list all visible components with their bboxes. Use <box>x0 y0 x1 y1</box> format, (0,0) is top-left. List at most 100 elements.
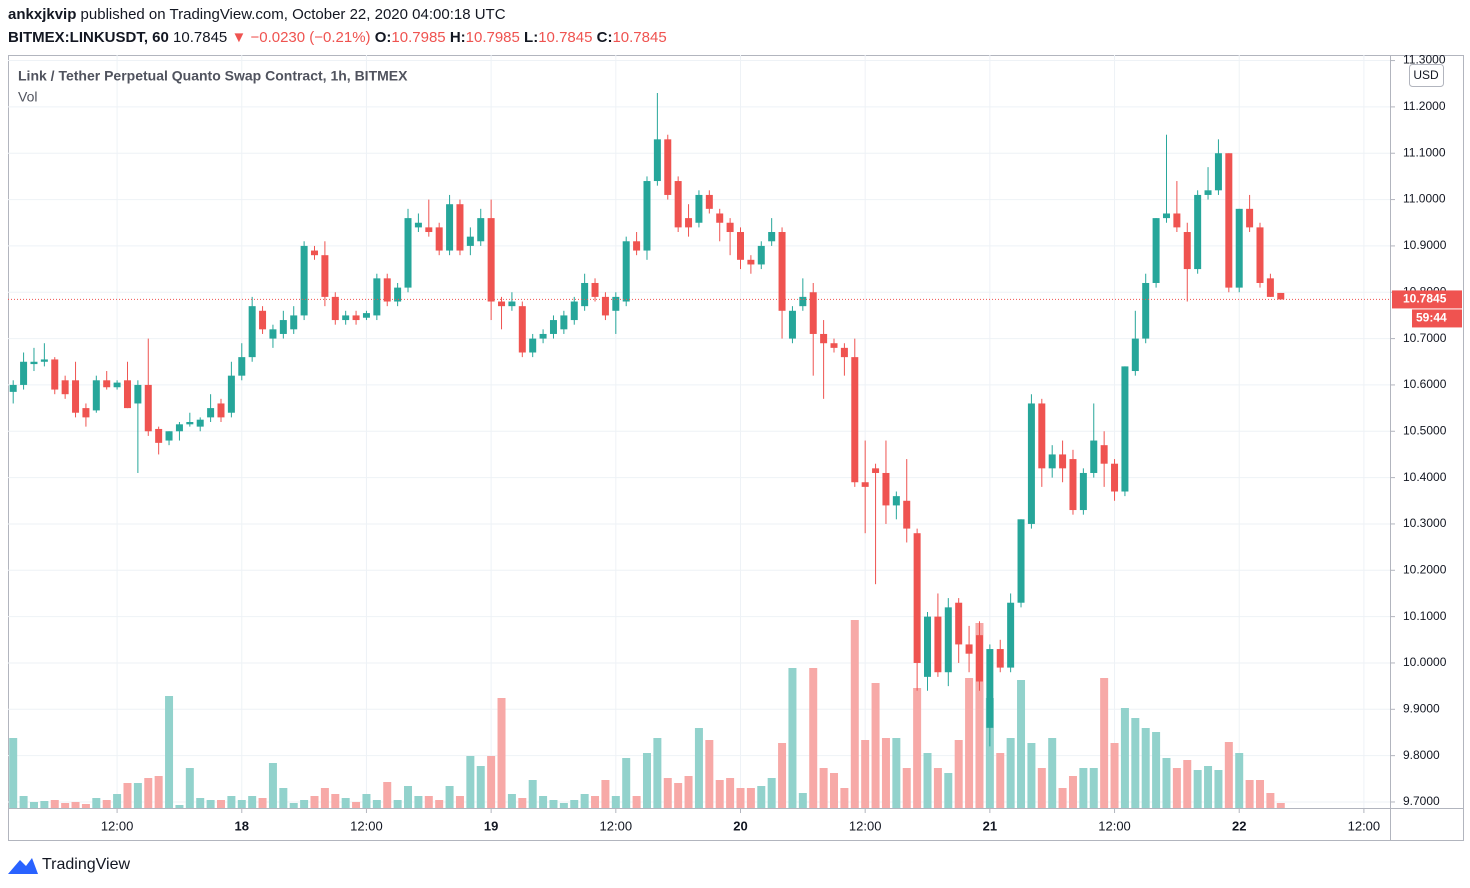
y-tick-label: 10.5000 <box>1403 423 1447 437</box>
candle-body <box>674 181 682 228</box>
volume-bar <box>352 802 361 808</box>
volume-bar <box>331 794 340 808</box>
volume-bar <box>663 778 672 808</box>
candle-body <box>1131 338 1139 372</box>
volume-bar <box>923 753 932 808</box>
volume-bar <box>404 786 413 808</box>
volume-bar <box>435 800 444 808</box>
candle-body <box>113 382 121 388</box>
volume-bar <box>830 773 839 808</box>
candle-body <box>664 139 672 195</box>
volume-bar <box>933 768 942 808</box>
volume-bar <box>871 683 880 808</box>
volume-bar <box>1245 780 1254 808</box>
candle-body <box>612 296 620 311</box>
published: published on TradingView.com, October 22… <box>80 6 506 23</box>
publish-line: ankxjkvip published on TradingView.com, … <box>8 6 506 23</box>
candle-body <box>934 616 942 673</box>
candle-body <box>1225 153 1233 288</box>
candle-body <box>685 218 693 228</box>
candle-body <box>238 357 246 376</box>
candle-body <box>103 380 111 388</box>
change: −0.0230 (−0.21%) <box>250 29 371 46</box>
h-label: H: <box>449 29 466 46</box>
candle-body <box>1038 403 1046 469</box>
x-tick-label: 18 <box>235 818 249 833</box>
volume-bar <box>1172 768 1181 808</box>
y-tick-label: 10.4000 <box>1403 470 1447 484</box>
candle-body <box>466 236 474 246</box>
candle-body <box>539 333 547 339</box>
volume-bar <box>341 798 350 808</box>
volume-bar <box>1068 776 1077 808</box>
candle-body <box>248 306 256 358</box>
y-tick-label: 11.1000 <box>1403 145 1446 159</box>
volume-bar <box>684 776 693 808</box>
candle-body <box>1017 519 1025 603</box>
candle-body <box>186 422 194 425</box>
volume-bar <box>300 800 309 808</box>
candle-body <box>435 227 443 251</box>
arrow: ▼ <box>231 29 247 46</box>
volume-bar <box>944 773 953 808</box>
candle-body <box>217 403 225 418</box>
volume-bar <box>1193 770 1202 808</box>
candle-body <box>72 380 80 413</box>
candle-body <box>1183 232 1191 270</box>
volume-bar <box>840 788 849 808</box>
candle-body <box>20 361 28 385</box>
y-tick-label: 11.0000 <box>1403 192 1446 206</box>
volume-bar <box>601 780 610 808</box>
volume-bar <box>975 623 984 808</box>
candle-body <box>1121 366 1129 492</box>
volume-bar <box>175 805 184 808</box>
candle-body <box>882 472 890 506</box>
volume-bar <box>778 743 787 808</box>
candle-body <box>840 347 848 358</box>
candle-body <box>892 496 900 506</box>
volume <box>9 620 1285 808</box>
volume-bar <box>705 740 714 808</box>
candle-body <box>498 301 506 307</box>
candle-body <box>1173 213 1181 228</box>
candle-body <box>1111 463 1119 492</box>
candle-body <box>747 259 755 265</box>
candle-body <box>1235 208 1243 288</box>
candle-body <box>269 329 277 339</box>
candle-body <box>1266 278 1274 297</box>
candle-body <box>549 320 557 334</box>
volume-bar <box>196 798 205 808</box>
footer-brand: TradingView <box>42 856 130 873</box>
y-tick-label: 9.8000 <box>1403 748 1440 762</box>
open: 10.7985 <box>391 29 446 46</box>
volume-bar <box>798 793 807 808</box>
x-tick-label: 12:00 <box>1098 818 1131 833</box>
high: 10.7985 <box>465 29 520 46</box>
candle-body <box>768 232 776 242</box>
candle-body <box>944 607 952 673</box>
volume-bar <box>1058 788 1067 808</box>
candle-body <box>830 343 838 348</box>
candle-body <box>1152 218 1160 283</box>
volume-bar <box>1214 770 1223 808</box>
candle-body <box>788 310 796 339</box>
candle-body <box>175 424 183 432</box>
volume-bar <box>559 803 568 808</box>
candle-body <box>321 255 329 297</box>
volume-bar <box>227 796 236 808</box>
candle-body <box>903 500 911 529</box>
candle-body <box>30 361 38 365</box>
currency-box[interactable] <box>1409 64 1444 87</box>
volume-bar <box>715 780 724 808</box>
y-tick-label: 9.7000 <box>1403 794 1440 808</box>
candle-body <box>820 333 828 344</box>
x-tick-label: 20 <box>733 818 747 833</box>
volume-bar <box>216 800 225 808</box>
candle-body <box>622 241 630 302</box>
last-price-tag <box>1392 290 1462 309</box>
candle-body <box>1027 403 1035 524</box>
candle-body <box>1204 190 1212 195</box>
candle-body <box>1214 153 1222 191</box>
volume-bar <box>466 756 475 808</box>
volume-bar <box>850 620 859 808</box>
